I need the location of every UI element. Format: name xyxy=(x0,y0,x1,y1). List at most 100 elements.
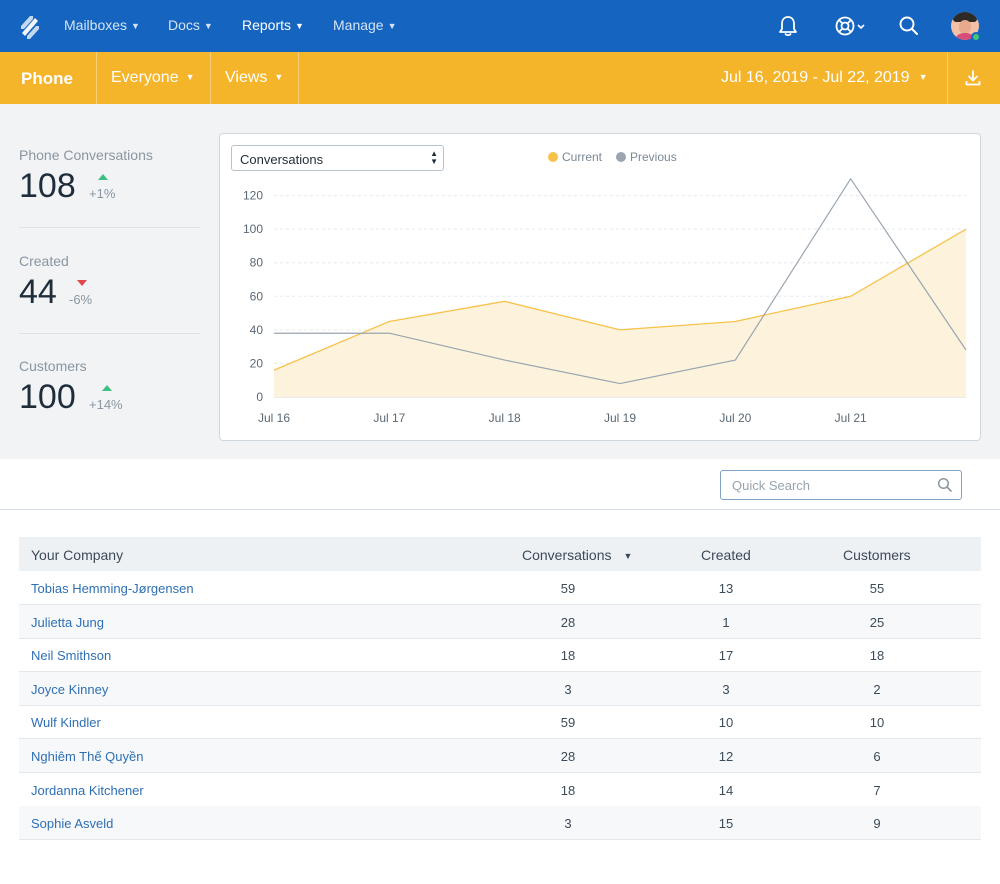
customer-name-link[interactable]: Wulf Kindler xyxy=(31,715,101,730)
sort-descending-icon: ▼ xyxy=(623,551,633,561)
nav-manage-label: Manage xyxy=(333,17,384,33)
table-header xyxy=(19,537,981,571)
table-row[interactable]: Wulf Kindler 59 10 10 xyxy=(19,705,981,739)
x-tick-label: Jul 16 xyxy=(258,411,290,425)
stat-customers-label: Customers xyxy=(19,358,87,374)
stat-customers-value: 100 xyxy=(19,378,76,416)
cell-conversations: 59 xyxy=(560,581,576,596)
cell-created: 10 xyxy=(718,715,734,730)
nav-reports-label: Reports xyxy=(242,17,292,33)
views-dropdown[interactable]: Views ▼ xyxy=(225,69,283,87)
column-header-created[interactable]: Created xyxy=(701,547,751,563)
helpscout-logo-icon[interactable] xyxy=(18,13,42,39)
series-current-area xyxy=(274,229,966,397)
avatar-shirt xyxy=(954,33,976,40)
cell-customers: 18 xyxy=(869,648,885,663)
table-row[interactable]: Tobias Hemming-Jørgensen 59 13 55 xyxy=(19,571,981,605)
cell-customers: 2 xyxy=(873,682,881,697)
stat-divider xyxy=(19,227,200,228)
x-tick-label: Jul 17 xyxy=(373,411,405,425)
top-navigation: Mailboxes ▼ Docs ▼ Reports ▼ Manage ▼ xyxy=(0,0,1000,52)
quick-search-input[interactable] xyxy=(721,471,931,499)
customer-name-link[interactable]: Joyce Kinney xyxy=(31,682,109,697)
nav-reports[interactable]: Reports ▼ xyxy=(242,17,304,33)
customer-name-link[interactable]: Julietta Jung xyxy=(31,615,104,630)
cell-created: 17 xyxy=(718,648,734,663)
chevron-down-icon: ▼ xyxy=(387,21,397,31)
chevron-down-icon: ▼ xyxy=(918,72,928,82)
column-header-company[interactable]: Your Company xyxy=(31,547,124,563)
search-icon[interactable] xyxy=(896,13,922,39)
nav-docs-label: Docs xyxy=(168,17,200,33)
toolbar-divider xyxy=(96,52,97,104)
cell-customers: 7 xyxy=(873,783,881,798)
nav-manage[interactable]: Manage ▼ xyxy=(333,17,397,33)
help-icon[interactable] xyxy=(833,13,867,39)
legend-previous[interactable]: Previous xyxy=(616,150,677,164)
customer-name-link[interactable]: Nghiêm Thế Quyền xyxy=(31,749,144,764)
chevron-down-icon: ▼ xyxy=(295,21,304,31)
y-tick-label: 0 xyxy=(256,390,263,404)
bell-icon[interactable] xyxy=(775,13,801,39)
nav-mailboxes[interactable]: Mailboxes ▼ xyxy=(64,17,140,33)
cell-created: 13 xyxy=(718,581,734,596)
x-tick-label: Jul 20 xyxy=(719,411,751,425)
stat-created-delta: -6% xyxy=(69,292,93,307)
trend-up-icon xyxy=(102,385,112,391)
search-icon[interactable] xyxy=(937,477,953,493)
chevron-down-icon: ▼ xyxy=(131,21,140,31)
table-row[interactable]: Joyce Kinney 3 3 2 xyxy=(19,672,981,706)
filter-everyone-dropdown[interactable]: Everyone ▼ xyxy=(111,69,195,87)
legend-previous-dot xyxy=(616,152,626,162)
legend-current[interactable]: Current xyxy=(548,150,602,164)
stat-divider xyxy=(19,333,200,334)
y-tick-label: 120 xyxy=(243,189,263,203)
chevron-down-icon: ▼ xyxy=(185,72,195,82)
x-tick-label: Jul 21 xyxy=(835,411,867,425)
toolbar-divider xyxy=(947,52,948,104)
cell-conversations: 18 xyxy=(560,648,576,663)
cell-customers: 9 xyxy=(873,816,881,831)
filter-label: Everyone xyxy=(111,69,179,86)
y-tick-label: 60 xyxy=(250,289,264,303)
table-row[interactable]: Neil Smithson 18 17 18 xyxy=(19,638,981,672)
x-tick-label: Jul 19 xyxy=(604,411,636,425)
column-header-conversations[interactable]: Conversations ▼ xyxy=(522,547,632,563)
column-header-customers[interactable]: Customers xyxy=(843,547,911,563)
date-range-picker[interactable]: Jul 16, 2019 - Jul 22, 2019 ▼ xyxy=(721,69,928,87)
avatar-face xyxy=(959,20,971,34)
toolbar-divider xyxy=(210,52,211,104)
cell-conversations: 28 xyxy=(560,615,576,630)
chart-metric-select[interactable]: Conversations ▲ ▼ xyxy=(231,145,444,171)
online-status-dot xyxy=(971,32,981,42)
customer-name-link[interactable]: Neil Smithson xyxy=(31,648,112,663)
table-row[interactable]: Julietta Jung 28 1 25 xyxy=(19,605,981,639)
cell-created: 12 xyxy=(718,749,734,764)
y-tick-label: 40 xyxy=(250,323,264,337)
stat-phone-conversations-value: 108 xyxy=(19,167,76,205)
chart-metric-value: Conversations xyxy=(240,152,324,167)
table-row[interactable]: Sophie Asveld 3 15 9 xyxy=(19,806,981,840)
table-row[interactable]: Jordanna Kitchener 18 14 7 xyxy=(19,773,981,807)
select-arrows-icon: ▲ ▼ xyxy=(430,149,438,166)
cell-customers: 10 xyxy=(869,715,885,730)
nav-docs[interactable]: Docs ▼ xyxy=(168,17,213,33)
cell-customers: 55 xyxy=(869,581,885,596)
cell-conversations: 18 xyxy=(560,783,576,798)
quick-search-box[interactable] xyxy=(720,470,962,500)
download-icon[interactable] xyxy=(964,69,982,87)
views-label: Views xyxy=(225,69,268,86)
customer-name-link[interactable]: Jordanna Kitchener xyxy=(31,783,144,798)
nav-mailboxes-label: Mailboxes xyxy=(64,17,128,33)
stat-phone-conversations-delta: +1% xyxy=(89,186,116,201)
table-row[interactable]: Nghiêm Thế Quyền 28 12 6 xyxy=(19,739,981,773)
customer-name-link[interactable]: Sophie Asveld xyxy=(31,816,114,831)
cell-created: 3 xyxy=(722,682,730,697)
cell-conversations: 3 xyxy=(564,816,572,831)
customer-name-link[interactable]: Tobias Hemming-Jørgensen xyxy=(31,581,194,596)
series-previous-line xyxy=(274,177,967,385)
legend-current-dot xyxy=(548,152,558,162)
report-title: Phone xyxy=(21,69,73,88)
cell-created: 1 xyxy=(722,615,730,630)
report-toolbar: Phone Everyone ▼ Views ▼ Jul 16, 2019 - Ju… xyxy=(0,52,1000,104)
